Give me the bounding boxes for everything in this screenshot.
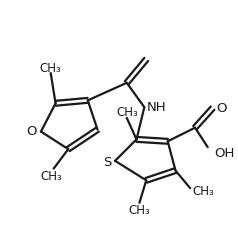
Text: O: O xyxy=(27,125,37,138)
Text: CH₃: CH₃ xyxy=(116,106,138,119)
Text: S: S xyxy=(103,156,111,169)
Text: CH₃: CH₃ xyxy=(129,204,150,217)
Text: CH₃: CH₃ xyxy=(40,62,62,75)
Text: NH: NH xyxy=(147,101,167,114)
Text: OH: OH xyxy=(214,147,235,161)
Text: CH₃: CH₃ xyxy=(192,185,214,198)
Text: CH₃: CH₃ xyxy=(41,170,63,183)
Text: O: O xyxy=(217,102,227,115)
